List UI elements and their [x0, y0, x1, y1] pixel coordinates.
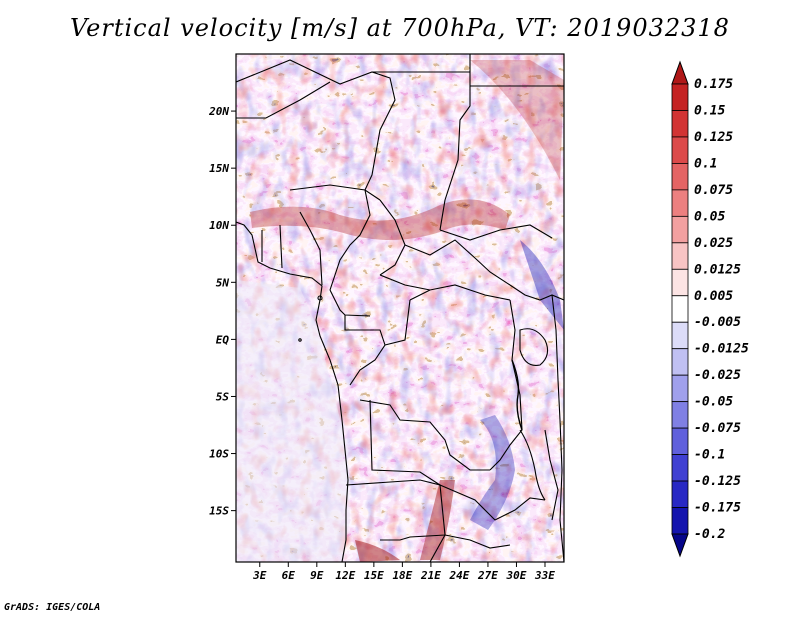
colorbar-label: 0.0125	[694, 262, 741, 277]
lon-tick-label: 30E	[506, 569, 527, 582]
lat-tick-label: EQ	[216, 333, 230, 346]
colorbar-label: 0.15	[694, 103, 725, 118]
lon-tick-label: 3E	[252, 569, 267, 582]
grads-credit: GrADS: IGES/COLA	[4, 602, 101, 613]
colorbar-label: -0.125	[694, 474, 741, 489]
lon-tick-label: 33E	[534, 569, 555, 582]
colorbar-label: -0.075	[694, 421, 741, 436]
colorbar-label: -0.005	[694, 315, 741, 330]
colorbar-min-arrow	[671, 533, 689, 558]
colorbar-swatch	[671, 454, 689, 482]
lat-tick-label: 10S	[209, 448, 229, 461]
colorbar-label: -0.175	[694, 501, 741, 516]
lat-tick-label: 5N	[216, 276, 230, 289]
colorbar-swatch	[671, 295, 689, 323]
lon-tick-label: 18E	[392, 569, 412, 582]
colorbar-label: 0.1	[694, 156, 717, 171]
longitude-axis: 3E 6E 9E 12E 15E 18E 21E 24E 27E 30E 33E	[252, 562, 555, 582]
colorbar-swatch	[671, 136, 689, 164]
colorbar-swatch	[671, 374, 689, 403]
colorbar-swatch	[671, 110, 689, 138]
colorbar-swatch	[671, 427, 689, 455]
lat-tick-label: 20N	[208, 105, 229, 118]
colorbar-swatch	[671, 189, 689, 217]
lon-tick-label: 6E	[282, 569, 296, 582]
colorbar-swatch	[671, 348, 689, 376]
colorbar-swatch	[671, 507, 689, 535]
latitude-axis: 20N 15N 10N 5N EQ 5S 10S 15S	[208, 105, 236, 518]
country-borders	[236, 54, 564, 562]
lon-tick-label: 12E	[335, 569, 355, 582]
lon-tick-label: 21E	[420, 569, 441, 582]
lon-tick-label: 24E	[448, 569, 469, 582]
chart-title: Vertical velocity [m/s] at 700hPa, VT: 2…	[70, 14, 730, 42]
colorbar-label: 0.175	[694, 77, 733, 92]
colorbar-label: 0.125	[694, 130, 733, 145]
map-frame	[235, 53, 565, 563]
lat-tick-label: 5S	[216, 390, 230, 403]
colorbar-label: 0.075	[694, 183, 733, 198]
colorbar-max-arrow	[671, 60, 689, 85]
colorbar-label: -0.0125	[694, 342, 749, 357]
colorbar-swatch	[671, 83, 689, 111]
colorbar: 0.175 0.15 0.125 0.1 0.075 0.05 0.025 0.0125 0.0…	[671, 60, 749, 558]
lon-tick-label: 9E	[310, 569, 324, 582]
lat-tick-label: 15N	[209, 162, 229, 175]
lat-tick-label: 15S	[209, 505, 229, 518]
colorbar-label: -0.05	[694, 395, 733, 410]
colorbar-swatch	[671, 163, 689, 191]
colorbar-label: -0.1	[694, 448, 725, 463]
colorbar-label: 0.025	[694, 236, 733, 251]
colorbar-label: 0.005	[694, 289, 733, 304]
velocity-field	[236, 54, 564, 562]
colorbar-swatch	[671, 215, 689, 244]
colorbar-label: -0.2	[694, 527, 725, 542]
lat-tick-label: 10N	[209, 219, 229, 232]
colorbar-swatch	[671, 268, 689, 297]
colorbar-swatch	[671, 242, 689, 270]
colorbar-label: 0.05	[694, 209, 725, 224]
lon-tick-label: 27E	[477, 569, 498, 582]
colorbar-swatch	[671, 401, 689, 429]
colorbar-swatch	[671, 321, 689, 350]
colorbar-label: -0.025	[694, 368, 741, 383]
lon-tick-label: 15E	[364, 569, 384, 582]
colorbar-swatch	[671, 480, 689, 508]
